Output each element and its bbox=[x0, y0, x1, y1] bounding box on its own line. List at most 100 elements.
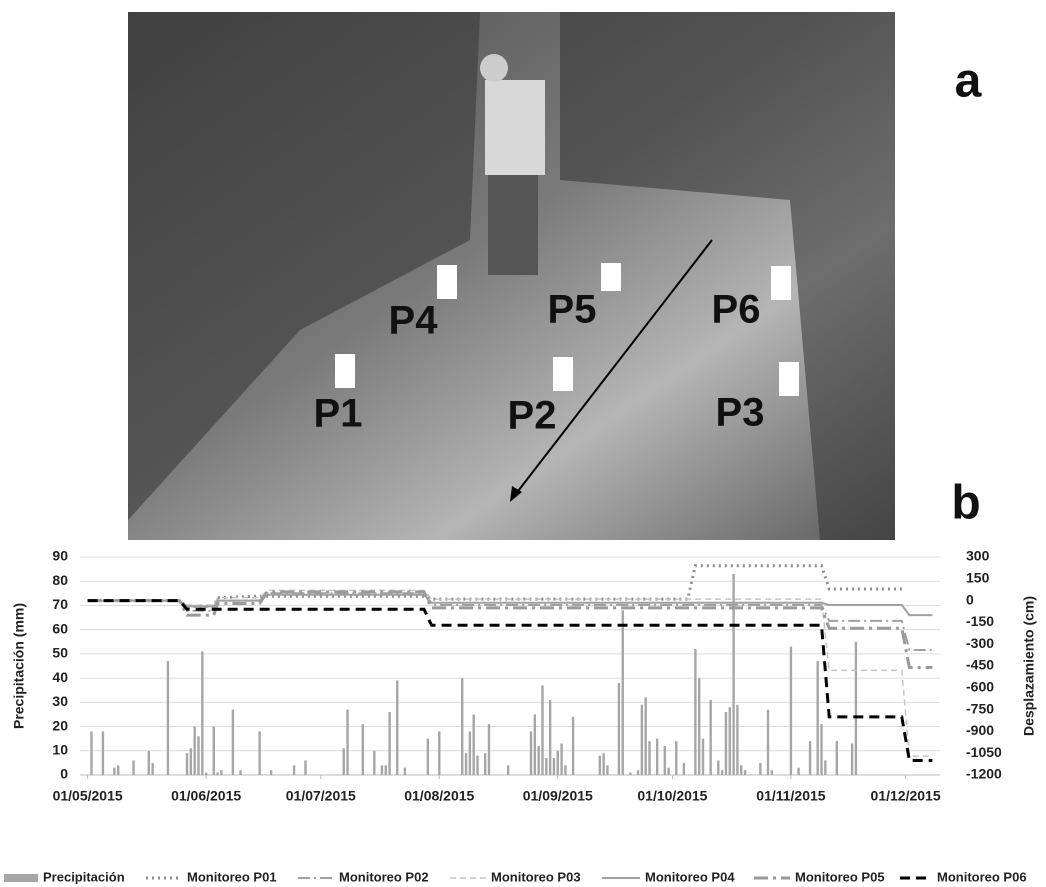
precip-bar bbox=[90, 731, 92, 775]
legend-label: Monitoreo P04 bbox=[645, 869, 735, 884]
y2-tick-label: 150 bbox=[966, 570, 990, 586]
photo: P1 P2 P3 P4 P5 P6 bbox=[128, 12, 895, 540]
precip-bar bbox=[740, 765, 742, 775]
precip-bar bbox=[572, 717, 574, 775]
point-label: P4 bbox=[389, 299, 439, 343]
precip-bar bbox=[606, 765, 608, 775]
y2-tick-label: -300 bbox=[966, 635, 994, 651]
x-tick-label: 01/05/2015 bbox=[53, 788, 123, 804]
x-tick-label: 01/10/2015 bbox=[637, 788, 707, 804]
legend-label: Monitoreo P05 bbox=[795, 869, 885, 884]
precip-bar bbox=[797, 768, 799, 775]
precip-bar bbox=[469, 731, 471, 775]
legend-label: Monitoreo P02 bbox=[339, 869, 429, 884]
precip-bar bbox=[534, 714, 536, 775]
y-tick-label: 20 bbox=[52, 717, 68, 733]
legend-label: Precipitación bbox=[43, 869, 125, 884]
precip-bar bbox=[304, 760, 306, 775]
precip-bar bbox=[438, 731, 440, 775]
precip-bar bbox=[293, 765, 295, 775]
precip-bar bbox=[851, 744, 853, 775]
precip-bar bbox=[855, 642, 857, 775]
x-tick-label: 01/12/2015 bbox=[871, 788, 941, 804]
precip-bar bbox=[641, 705, 643, 775]
precip-bar bbox=[656, 739, 658, 775]
precip-bar bbox=[239, 770, 241, 775]
marker-square bbox=[601, 263, 621, 291]
precip-bar bbox=[683, 763, 685, 775]
precip-bar bbox=[258, 731, 260, 775]
precip-bar bbox=[343, 748, 345, 775]
marker-square bbox=[779, 362, 799, 396]
precip-bar bbox=[836, 741, 838, 775]
marker-square bbox=[771, 266, 791, 300]
y-tick-label: 60 bbox=[52, 620, 68, 636]
x-tick-label: 01/07/2015 bbox=[286, 788, 356, 804]
precip-bar bbox=[664, 746, 666, 775]
precip-bar bbox=[736, 705, 738, 775]
precip-bar bbox=[541, 685, 543, 775]
y-tick-label: 10 bbox=[52, 741, 68, 757]
panel-label: b bbox=[951, 477, 980, 530]
precip-bar bbox=[622, 610, 624, 775]
y-tick-label: 40 bbox=[52, 669, 68, 685]
y-tick-label: 70 bbox=[52, 596, 68, 612]
precip-bar bbox=[721, 770, 723, 775]
y2-tick-label: -1200 bbox=[966, 766, 1002, 782]
precip-bar bbox=[461, 678, 463, 775]
y2-tick-label: -450 bbox=[966, 657, 994, 673]
precip-bar bbox=[381, 765, 383, 775]
precip-bar bbox=[148, 751, 150, 775]
precip-bar bbox=[820, 724, 822, 775]
precip-bar bbox=[465, 753, 467, 775]
precip-bar bbox=[537, 746, 539, 775]
precip-bar bbox=[404, 768, 406, 775]
precip-bar bbox=[427, 739, 429, 775]
precip-bar bbox=[744, 770, 746, 775]
precip-bar bbox=[270, 770, 272, 775]
precip-bar bbox=[545, 758, 547, 775]
precip-bar bbox=[602, 753, 604, 775]
precip-bar bbox=[476, 756, 478, 775]
precip-bar bbox=[117, 765, 119, 775]
precip-bar bbox=[201, 651, 203, 775]
precip-bar bbox=[197, 736, 199, 775]
precip-bar bbox=[488, 724, 490, 775]
precip-bar bbox=[618, 683, 620, 775]
precip-bar bbox=[667, 768, 669, 775]
legend-label: Monitoreo P01 bbox=[187, 869, 277, 884]
legend-label: Monitoreo P06 bbox=[937, 869, 1027, 884]
precip-bar bbox=[648, 741, 650, 775]
precip-bar bbox=[717, 760, 719, 775]
precip-bar bbox=[205, 773, 207, 775]
panel-label: a bbox=[955, 55, 982, 108]
precip-bar bbox=[629, 773, 631, 775]
precip-bar bbox=[644, 697, 646, 775]
precip-bar bbox=[385, 765, 387, 775]
y-tick-label: 0 bbox=[60, 766, 68, 782]
photo-person bbox=[485, 80, 545, 175]
y-tick-label: 30 bbox=[52, 693, 68, 709]
precip-bar bbox=[362, 724, 364, 775]
precip-bar bbox=[694, 649, 696, 775]
precip-bar bbox=[729, 707, 731, 775]
point-label: P2 bbox=[508, 394, 557, 438]
displacement-line bbox=[88, 566, 902, 607]
y2-tick-label: 0 bbox=[966, 591, 974, 607]
marker-square bbox=[553, 357, 573, 391]
precip-bar bbox=[553, 758, 555, 775]
y-tick-label: 50 bbox=[52, 645, 68, 661]
marker-square bbox=[437, 265, 457, 299]
precip-bar bbox=[560, 744, 562, 775]
y2-tick-label: -750 bbox=[966, 700, 994, 716]
precip-bar bbox=[396, 681, 398, 775]
precip-bar bbox=[637, 770, 639, 775]
precip-bar bbox=[549, 700, 551, 775]
precip-bar bbox=[698, 678, 700, 775]
y2-tick-label: -900 bbox=[966, 722, 994, 738]
x-tick-label: 01/06/2015 bbox=[171, 788, 241, 804]
precip-bar bbox=[599, 756, 601, 775]
precip-bar bbox=[675, 741, 677, 775]
precip-bar bbox=[809, 741, 811, 775]
